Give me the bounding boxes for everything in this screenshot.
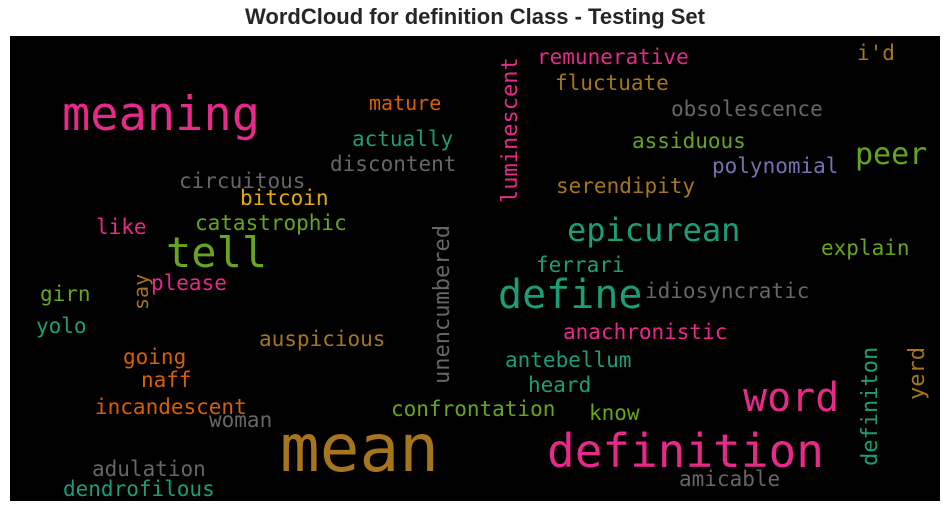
word-antebellum: antebellum bbox=[505, 348, 632, 372]
word-yerd: yerd bbox=[905, 347, 930, 400]
word-mean: mean bbox=[280, 410, 439, 487]
word-like: like bbox=[96, 215, 147, 239]
word-heard: heard bbox=[528, 373, 592, 397]
word-yolo: yolo bbox=[36, 314, 87, 338]
word-actually: actually bbox=[352, 127, 454, 151]
word-discontent: discontent bbox=[330, 152, 457, 176]
word-woman: woman bbox=[209, 408, 273, 432]
word-know: know bbox=[589, 401, 640, 425]
word-luminescent: luminescent bbox=[498, 57, 523, 203]
word-polynomial: polynomial bbox=[712, 154, 839, 178]
word-anachronistic: anachronistic bbox=[563, 320, 728, 344]
word-remunerative: remunerative bbox=[537, 45, 689, 69]
word-ferrari: ferrari bbox=[536, 253, 625, 277]
word-say: say bbox=[129, 273, 153, 310]
word-idiosyncratic: idiosyncratic bbox=[645, 279, 810, 303]
word-girn: girn bbox=[40, 282, 91, 306]
word-bitcoin: bitcoin bbox=[240, 186, 329, 210]
word-unencumbered: unencumbered bbox=[430, 225, 455, 384]
word-word: word bbox=[743, 375, 840, 421]
word-peer: peer bbox=[855, 137, 928, 172]
word-serendipity: serendipity bbox=[556, 174, 696, 198]
word-catastrophic: catastrophic bbox=[195, 211, 347, 235]
word-circuitous: circuitous bbox=[179, 169, 306, 193]
word-definition: definition bbox=[547, 424, 824, 478]
word-obsolescence: obsolescence bbox=[671, 97, 823, 121]
word-define: define bbox=[498, 272, 643, 318]
word-please: please bbox=[151, 271, 227, 295]
word-meaning: meaning bbox=[62, 87, 261, 142]
word-explain: explain bbox=[821, 236, 910, 260]
word-naff: naff bbox=[141, 368, 192, 392]
word-auspicious: auspicious bbox=[259, 327, 386, 351]
word-adulation: adulation bbox=[92, 457, 206, 481]
word-dendrofilous: dendrofilous bbox=[63, 477, 215, 501]
word-fluctuate: fluctuate bbox=[555, 71, 669, 95]
word-assiduous: assiduous bbox=[632, 129, 746, 153]
word-definiton: definiton bbox=[858, 346, 883, 466]
word-going: going bbox=[123, 345, 187, 369]
word-mature: mature bbox=[369, 91, 442, 115]
word-id: i'd bbox=[857, 41, 895, 65]
word-amicable: amicable bbox=[679, 467, 781, 491]
word-confrontation: confrontation bbox=[391, 397, 556, 421]
word-cloud: meaning mean definition define word tell… bbox=[10, 36, 940, 501]
word-incandescent: incandescent bbox=[95, 395, 247, 419]
chart-title: WordCloud for definition Class - Testing… bbox=[245, 4, 705, 29]
word-epicurean: epicurean bbox=[567, 211, 741, 249]
word-tell: tell bbox=[166, 228, 268, 277]
